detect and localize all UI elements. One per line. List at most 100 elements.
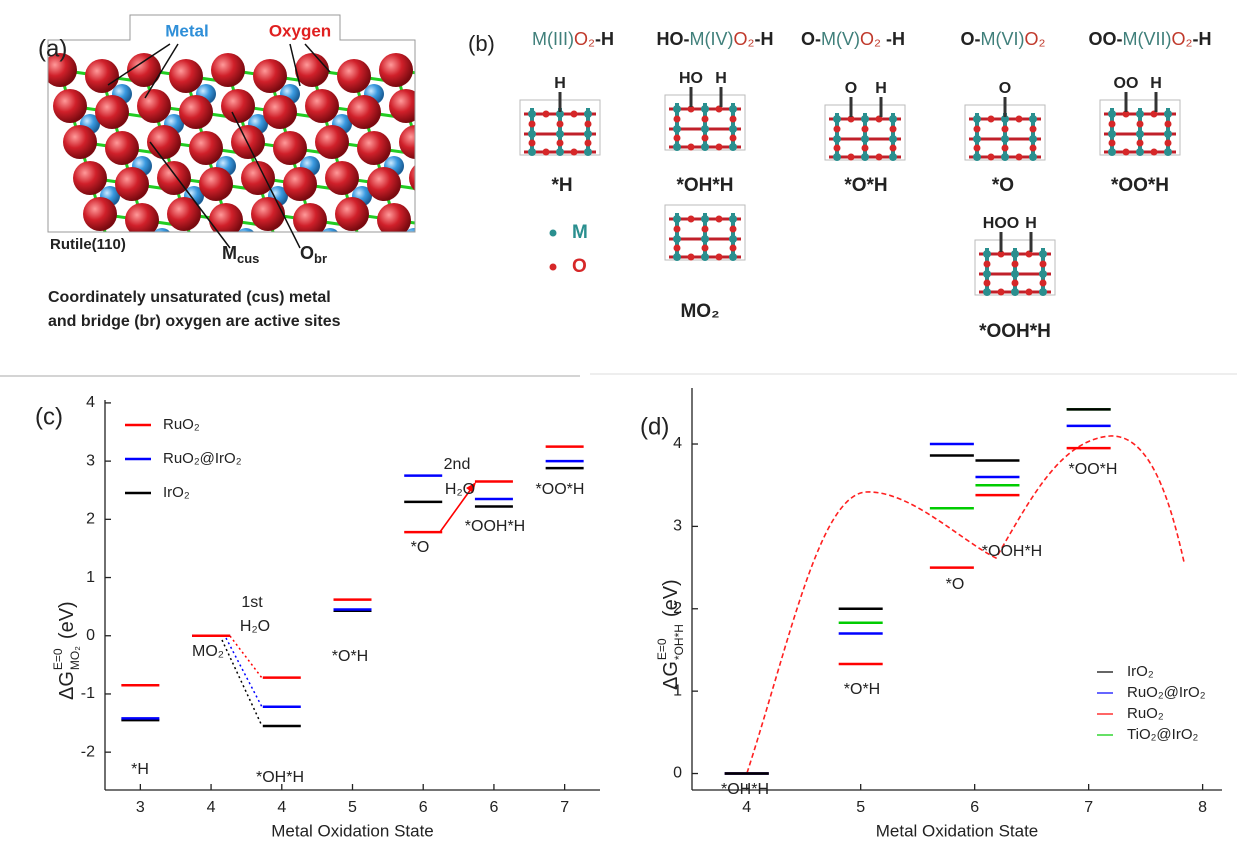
- metal-atom: [436, 186, 456, 206]
- formula-part: -H: [595, 29, 614, 49]
- legend-label: IrO₂: [163, 484, 190, 501]
- y-tick-label: -1: [81, 685, 95, 702]
- oxygen-atom: [379, 53, 413, 87]
- y-title-main: ΔG: [660, 661, 682, 690]
- panel-label: (c): [35, 403, 63, 430]
- metal-atom: [1039, 288, 1047, 296]
- oxygen-atom: [987, 115, 995, 123]
- structure-label: *OOH*H: [979, 321, 1051, 342]
- level-label: *OO*H: [1069, 461, 1118, 478]
- formula-part: M(III): [532, 29, 574, 49]
- oxygen-atom: [211, 53, 245, 87]
- oxygen-atom: [1122, 148, 1130, 156]
- oxygen-atom: [295, 53, 329, 87]
- y-tick-label: 0: [673, 765, 682, 782]
- oxygen-atom: [241, 161, 275, 195]
- annotation: 2nd: [444, 456, 471, 473]
- metal-atom: [584, 148, 592, 156]
- oxygen-atom: [189, 131, 223, 165]
- oxygen-atom: [221, 89, 255, 123]
- oxygen-atom: [584, 120, 592, 128]
- x-tick-label: 4: [742, 799, 751, 816]
- y-title-sup: E=0: [51, 648, 65, 670]
- guide-curve: [746, 435, 1185, 774]
- oxygen-atom: [53, 89, 87, 123]
- obr-label: Obr: [300, 243, 327, 267]
- oxygen-atom: [95, 95, 129, 129]
- y-tick-label: 1: [86, 569, 95, 586]
- oxygen-atom: [997, 250, 1005, 258]
- x-axis-title: Metal Oxidation State: [876, 821, 1039, 840]
- oxygen-atom: [1029, 125, 1037, 133]
- metal-atom: [673, 125, 681, 133]
- panel-label: (d): [640, 413, 669, 440]
- formula-part: O₂: [574, 29, 595, 49]
- structure-label: *OO*H: [1111, 175, 1169, 196]
- metal-atom: [1108, 148, 1116, 156]
- oxygen-atom: [127, 53, 161, 87]
- oxygen-atom: [137, 89, 171, 123]
- oxygen-atom: [528, 120, 536, 128]
- oxygen-atom: [861, 125, 869, 133]
- x-tick-label: 7: [560, 799, 569, 816]
- structure-label: MO₂: [680, 301, 719, 322]
- bond: [436, 214, 478, 220]
- metal-atom: [528, 148, 536, 156]
- y-title-main: ΔG: [56, 671, 78, 700]
- oxygen-atom: [1122, 110, 1130, 118]
- surface-label: Rutile(110): [50, 236, 126, 253]
- oxygen-atom: [983, 260, 991, 268]
- oxygen-atom: [687, 215, 695, 223]
- x-axis-title: Metal Oxidation State: [271, 821, 434, 840]
- structure-label: *OH*H: [676, 175, 733, 196]
- metal-atom: [236, 228, 256, 232]
- oxygen-atom: [389, 89, 415, 123]
- y-tick-label: 2: [673, 600, 682, 617]
- metal-atom: [701, 215, 709, 223]
- metal-atom: [701, 125, 709, 133]
- oxygen-atom: [1039, 260, 1047, 268]
- legend-label: RuO₂@IrO₂: [163, 450, 242, 467]
- metal-atom: [1136, 148, 1144, 156]
- metal-atom: [701, 105, 709, 113]
- metal-atom: [1029, 153, 1037, 161]
- oxygen-atom: [399, 125, 415, 159]
- y-tick-label: 4: [673, 435, 682, 452]
- oxygen-atom: [673, 244, 681, 252]
- metal-atom: [528, 110, 536, 118]
- oxygen-atom: [701, 134, 709, 142]
- reaction-arrows: [221, 482, 476, 727]
- oxygen-atom: [701, 225, 709, 233]
- oxygen-atom: [115, 167, 149, 201]
- oxygen-atom: [673, 225, 681, 233]
- oxygen-atom: [179, 95, 213, 129]
- oxygen-atom: [1108, 120, 1116, 128]
- metal-atom: [556, 130, 564, 138]
- adsorbate-label: H: [715, 70, 727, 87]
- metal-atom: [983, 270, 991, 278]
- oxygen-atom: [584, 139, 592, 147]
- adsorbate-label: OO: [1114, 75, 1139, 92]
- adsorbate-label: HO: [679, 70, 703, 87]
- y-axis-title: ΔGE=0 *OH*H (eV): [655, 579, 686, 690]
- formula-part: HO-: [657, 29, 690, 49]
- level-label: *O: [946, 576, 965, 593]
- structure-label: *O*H: [844, 175, 887, 196]
- oxygen-atom: [542, 110, 550, 118]
- oxygen-atom: [715, 253, 723, 261]
- metal-atom: [889, 153, 897, 161]
- metal-atom: [1011, 288, 1019, 296]
- oxygen-atom: [1029, 144, 1037, 152]
- metal-atom: [1001, 153, 1009, 161]
- metal-atom: [556, 110, 564, 118]
- x-tick-label: 4: [207, 799, 216, 816]
- metal-atom: [1136, 110, 1144, 118]
- legend-label: TiO₂@IrO₂: [1127, 726, 1198, 743]
- oxygen-atom: [1164, 120, 1172, 128]
- metal-atom: [729, 105, 737, 113]
- oxygen-atom: [1015, 153, 1023, 161]
- oxygen-atom: [673, 134, 681, 142]
- level-label: *O: [411, 539, 430, 556]
- level-label: *OOH*H: [465, 518, 525, 535]
- metal-atom: [1136, 130, 1144, 138]
